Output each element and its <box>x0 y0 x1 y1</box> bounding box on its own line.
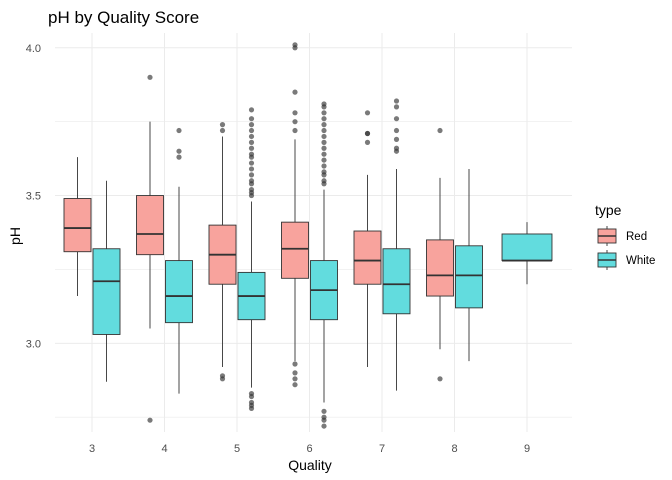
outlier-point <box>321 172 327 178</box>
outlier-point <box>248 393 255 400</box>
outlier-point <box>292 119 298 125</box>
box-red-7 <box>353 230 382 285</box>
outlier-point <box>321 151 327 157</box>
outlier-point <box>292 361 298 367</box>
outlier-point <box>393 127 400 134</box>
outlier-point <box>364 130 371 137</box>
legend-label-red: Red <box>626 231 647 243</box>
outlier-point <box>321 127 327 134</box>
x-tick-label: 4 <box>161 443 167 455</box>
outlier-point <box>321 145 327 151</box>
outlier-point <box>437 376 443 382</box>
box-white-3 <box>92 248 121 335</box>
y-tick-label: 3.0 <box>26 338 41 350</box>
x-tick-label: 8 <box>451 443 457 455</box>
x-axis-title: Quality <box>288 457 332 473</box>
outlier-point <box>321 408 327 414</box>
outlier-point <box>321 133 327 140</box>
outlier-point <box>248 107 255 113</box>
outlier-point <box>176 154 182 160</box>
outlier-point <box>248 172 255 178</box>
outlier-point <box>219 122 226 128</box>
outlier-point <box>292 376 298 382</box>
outliers <box>147 42 443 429</box>
box-white-9 <box>501 233 553 262</box>
outlier-point <box>248 154 255 160</box>
outlier-point <box>248 145 255 151</box>
box-red-3 <box>63 198 92 253</box>
outlier-point <box>292 127 298 134</box>
outlier-point <box>321 157 327 163</box>
box-white-4 <box>165 260 193 324</box>
outlier-point <box>292 370 298 376</box>
outlier-point <box>147 417 153 423</box>
chart-title: pH by Quality Score <box>48 8 199 27</box>
box-red-4 <box>136 195 164 256</box>
outlier-point <box>321 139 327 145</box>
outlier-point <box>437 127 443 134</box>
outlier-point <box>321 104 327 110</box>
outlier-point <box>393 136 400 142</box>
outlier-point <box>248 181 255 187</box>
x-tick-label: 5 <box>234 443 240 455</box>
outlier-point <box>248 127 255 134</box>
x-tick-label: 6 <box>306 443 312 455</box>
outlier-point <box>393 116 400 122</box>
outlier-point <box>393 148 400 154</box>
outlier-point <box>364 110 371 116</box>
outlier-point <box>321 417 327 423</box>
outlier-point <box>248 192 255 199</box>
outlier-point <box>147 74 153 80</box>
outlier-point <box>321 116 327 122</box>
outlier-point <box>321 122 327 128</box>
x-tick-labels: 3 4 5 6 7 8 9 <box>89 443 530 455</box>
x-tick-label: 9 <box>524 443 530 455</box>
outlier-point <box>176 127 182 134</box>
y-tick-label: 4.0 <box>26 43 41 55</box>
legend-items: Red White <box>597 226 655 270</box>
box-white-8 <box>455 245 483 309</box>
outlier-point <box>248 139 255 145</box>
y-tick-labels: 3.0 3.5 4.0 <box>26 43 41 351</box>
box-red-6 <box>281 221 309 279</box>
outlier-point <box>248 166 255 172</box>
outlier-point <box>248 160 255 166</box>
outlier-point <box>321 423 327 429</box>
outlier-point <box>292 110 298 116</box>
y-axis-title: pH <box>7 227 23 245</box>
outlier-point <box>321 163 327 169</box>
outlier-point <box>219 127 226 134</box>
legend-label-white: White <box>626 255 655 267</box>
outlier-point <box>393 98 400 104</box>
box-red-8 <box>426 239 454 297</box>
outlier-point <box>292 45 298 51</box>
outlier-point <box>248 405 255 411</box>
outlier-point <box>219 376 226 382</box>
legend: type Red White <box>595 202 655 270</box>
legend-title: type <box>595 202 622 218</box>
outlier-point <box>176 148 182 154</box>
outlier-point <box>248 122 255 128</box>
whiskers <box>77 121 528 403</box>
outlier-point <box>248 116 255 122</box>
outlier-point <box>393 104 400 110</box>
outlier-point <box>292 382 298 388</box>
outlier-point <box>364 139 371 145</box>
outlier-point <box>321 181 327 187</box>
boxes <box>63 195 553 335</box>
box-white-7 <box>382 248 411 315</box>
outlier-point <box>248 133 255 140</box>
outlier-point <box>321 110 327 116</box>
x-tick-label: 7 <box>379 443 385 455</box>
y-tick-label: 3.5 <box>26 191 41 203</box>
x-tick-label: 3 <box>89 443 95 455</box>
outlier-point <box>292 89 298 95</box>
grid <box>55 33 572 432</box>
